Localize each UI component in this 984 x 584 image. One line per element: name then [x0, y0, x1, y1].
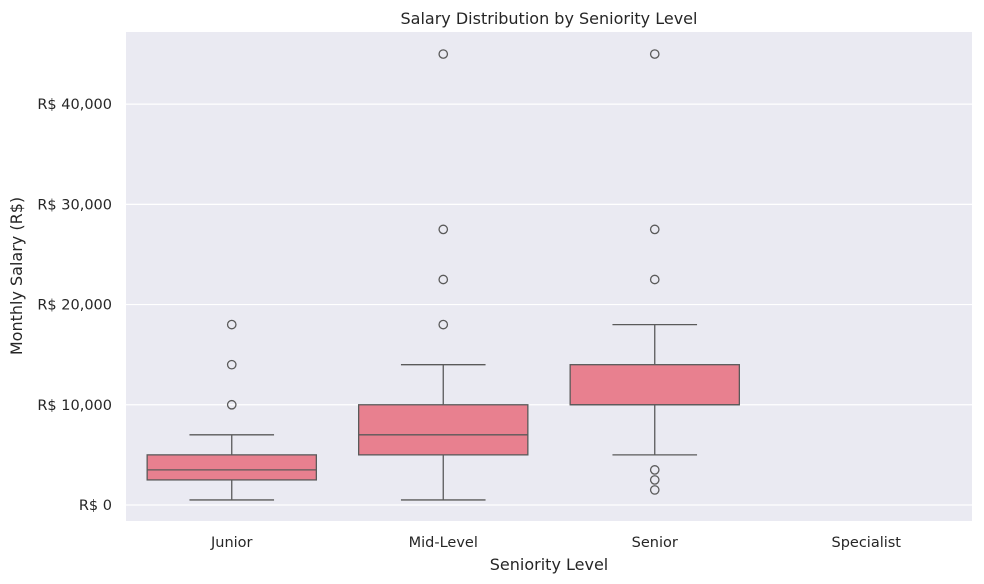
iqr-box [146, 454, 317, 481]
x-tick-label: Junior [210, 535, 253, 551]
y-tick-label: R$ 20,000 [37, 298, 112, 314]
box-senior [569, 49, 741, 495]
outlier-point [649, 224, 660, 235]
x-tick-label: Mid-Level [409, 535, 478, 551]
x-tick-labels: Junior Mid-Level Senior Specialist [210, 535, 901, 551]
iqr-box [357, 404, 529, 456]
x-tick-label: Senior [632, 535, 678, 551]
plot-background [126, 32, 972, 521]
box-group [146, 49, 741, 501]
y-tick-label: R$ 0 [79, 498, 112, 514]
y-tick-label: R$ 10,000 [37, 398, 112, 414]
outlier-point [226, 319, 237, 330]
grid-lines [126, 103, 972, 506]
outlier-point [438, 49, 449, 59]
outlier-point [649, 485, 660, 495]
box-mid-level [357, 49, 529, 501]
outlier-point [649, 49, 660, 59]
x-tick-label: Specialist [831, 535, 901, 551]
chart-title: Salary Distribution by Seniority Level [401, 9, 698, 28]
outlier-point [438, 319, 449, 330]
y-tick-label: R$ 30,000 [37, 197, 112, 213]
box-junior [146, 319, 317, 501]
outlier-point [438, 224, 449, 235]
outlier-point [649, 465, 660, 475]
outlier-point [226, 359, 237, 370]
y-tick-label: R$ 40,000 [37, 97, 112, 113]
outlier-point [226, 399, 237, 410]
y-tick-labels: R$ 0 R$ 10,000 R$ 20,000 R$ 30,000 R$ 40,000 [37, 97, 112, 514]
x-axis-label: Seniority Level [490, 555, 608, 574]
outlier-point [438, 274, 449, 285]
outlier-point [649, 475, 660, 485]
iqr-box [569, 364, 741, 406]
outlier-point [649, 274, 660, 285]
y-axis-label: Monthly Salary (R$) [7, 197, 26, 355]
